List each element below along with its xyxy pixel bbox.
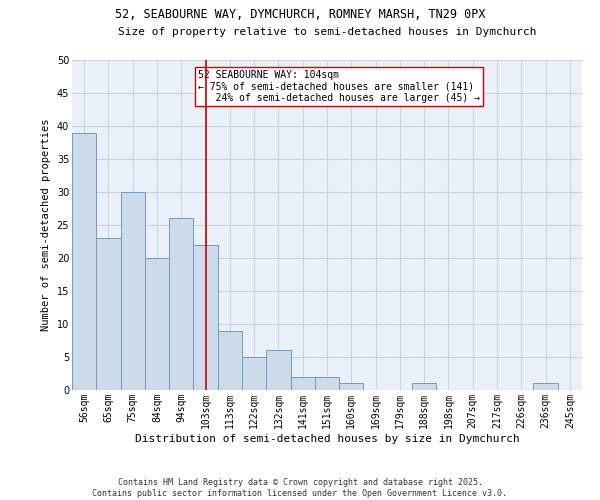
- Bar: [145, 258, 169, 390]
- Bar: [533, 384, 558, 390]
- Text: Contains HM Land Registry data © Crown copyright and database right 2025.
Contai: Contains HM Land Registry data © Crown c…: [92, 478, 508, 498]
- Bar: [121, 192, 145, 390]
- Bar: [290, 377, 315, 390]
- Title: Size of property relative to semi-detached houses in Dymchurch: Size of property relative to semi-detach…: [118, 27, 536, 37]
- Bar: [96, 238, 121, 390]
- Text: 52, SEABOURNE WAY, DYMCHURCH, ROMNEY MARSH, TN29 0PX: 52, SEABOURNE WAY, DYMCHURCH, ROMNEY MAR…: [115, 8, 485, 20]
- Bar: [72, 132, 96, 390]
- Bar: [193, 245, 218, 390]
- Y-axis label: Number of semi-detached properties: Number of semi-detached properties: [41, 118, 51, 331]
- Text: 52 SEABOURNE WAY: 104sqm
← 75% of semi-detached houses are smaller (141)
   24% : 52 SEABOURNE WAY: 104sqm ← 75% of semi-d…: [198, 70, 480, 103]
- Bar: [218, 330, 242, 390]
- Bar: [242, 357, 266, 390]
- Bar: [266, 350, 290, 390]
- Bar: [315, 377, 339, 390]
- Bar: [339, 384, 364, 390]
- Bar: [169, 218, 193, 390]
- Bar: [412, 384, 436, 390]
- X-axis label: Distribution of semi-detached houses by size in Dymchurch: Distribution of semi-detached houses by …: [134, 434, 520, 444]
